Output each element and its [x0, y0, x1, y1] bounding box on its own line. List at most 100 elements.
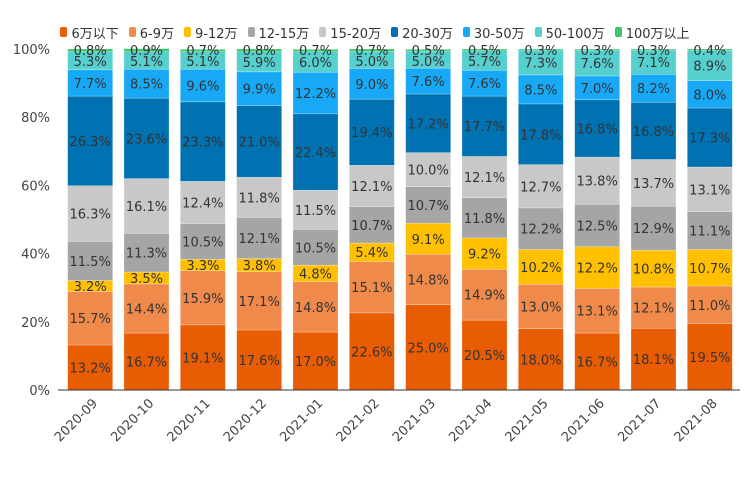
- y-tick-label: 80%: [21, 111, 50, 126]
- y-tick-label: 0%: [29, 384, 50, 399]
- legend-item[interactable]: 100万以上: [614, 23, 690, 42]
- bar-segment: [180, 223, 226, 260]
- bar-segment: [687, 323, 733, 391]
- data-label: 17.8%: [520, 128, 561, 143]
- data-label: 17.3%: [689, 131, 730, 146]
- data-label: 11.1%: [689, 225, 730, 240]
- data-label: 14.9%: [464, 289, 505, 304]
- data-label: 5.1%: [186, 55, 219, 70]
- bar-segment: [630, 48, 677, 51]
- data-label: 13.2%: [70, 361, 111, 376]
- bar-segment: [518, 207, 564, 250]
- bar-segment: [518, 74, 564, 105]
- bar-segment: [630, 286, 677, 329]
- data-label: 11.5%: [70, 255, 111, 270]
- data-label: 0.3%: [637, 44, 670, 59]
- legend-label: 50-100万: [545, 26, 605, 42]
- bar-segment: [405, 93, 451, 153]
- legend-label: 30-50万: [473, 26, 525, 42]
- data-label: 18.0%: [520, 353, 561, 368]
- data-label: 0.3%: [524, 44, 557, 59]
- data-label: 10.5%: [295, 241, 336, 256]
- data-label: 14.8%: [408, 274, 449, 289]
- legend-label: 15-20万: [330, 26, 382, 42]
- bar-segment: [180, 324, 226, 391]
- data-label: 0.7%: [299, 44, 332, 59]
- bar-segment: [687, 211, 733, 250]
- bar-segment: [518, 328, 564, 391]
- legend-swatch: [128, 27, 136, 37]
- bar-segment: [574, 156, 620, 205]
- data-label: 5.7%: [468, 55, 501, 70]
- data-label: 12.2%: [295, 87, 336, 102]
- legend-item[interactable]: 20-30万: [391, 23, 453, 42]
- legend-swatch: [462, 27, 470, 37]
- bar-segment: [630, 73, 677, 103]
- data-label: 0.9%: [130, 44, 163, 59]
- x-tick-label: 2021-01: [277, 396, 326, 445]
- x-tick-label: 2021-04: [446, 396, 495, 445]
- bar-segment: [349, 206, 395, 244]
- bar-segment: [687, 249, 733, 287]
- data-label: 23.3%: [182, 136, 223, 151]
- bar-segment: [236, 271, 282, 331]
- bar-segment: [574, 49, 620, 77]
- legend-item[interactable]: 6-9万: [128, 23, 174, 42]
- data-label: 17.1%: [239, 295, 280, 310]
- data-label: 8.5%: [524, 83, 557, 98]
- bar-segment: [461, 95, 508, 157]
- data-label: 10.5%: [182, 235, 223, 250]
- x-tick-label: 2021-03: [390, 396, 439, 445]
- data-label: 10.2%: [520, 261, 561, 276]
- data-label: 9.9%: [243, 83, 276, 98]
- bar-segment: [123, 68, 170, 99]
- bar-segment: [630, 328, 677, 391]
- bar-segment: [405, 67, 451, 95]
- y-tick-label: 40%: [21, 248, 50, 263]
- bar-segment: [687, 166, 733, 212]
- bar-segment: [349, 48, 395, 52]
- bar-segment: [405, 186, 451, 224]
- data-label: 16.3%: [70, 208, 111, 223]
- data-label: 0.8%: [74, 44, 107, 59]
- bar-segment: [236, 217, 282, 259]
- data-label: 17.6%: [239, 354, 280, 369]
- legend-item[interactable]: 15-20万: [319, 23, 381, 42]
- data-label: 5.1%: [130, 55, 163, 70]
- bar-segment: [461, 197, 508, 239]
- data-label: 0.5%: [468, 44, 501, 59]
- bar-segment: [67, 69, 113, 97]
- data-label: 9.1%: [412, 233, 445, 248]
- data-label: 10.8%: [633, 263, 674, 278]
- data-label: 10.7%: [351, 219, 392, 234]
- data-label: 19.4%: [351, 126, 392, 141]
- legend-item[interactable]: 6万以下: [60, 23, 119, 42]
- data-label: 26.3%: [70, 135, 111, 150]
- data-label: 23.6%: [126, 132, 167, 147]
- legend-swatch: [247, 27, 255, 37]
- bar-segment: [461, 69, 508, 97]
- legend-swatch: [534, 27, 542, 37]
- y-tick-label: 20%: [21, 316, 50, 331]
- legend-swatch: [184, 27, 191, 37]
- legend-swatch: [391, 27, 399, 37]
- bar-segment: [630, 159, 677, 207]
- bar-segment: [292, 49, 339, 52]
- legend-item[interactable]: 50-100万: [534, 23, 605, 42]
- bar-segment: [574, 288, 620, 334]
- bar-segment: [574, 99, 620, 158]
- legend-item[interactable]: 9-12万: [184, 23, 238, 42]
- bar-segment: [405, 223, 451, 255]
- bar-segment: [123, 332, 170, 391]
- bar-segment: [67, 48, 113, 52]
- data-label: 7.3%: [524, 56, 557, 71]
- legend-item[interactable]: 30-50万: [462, 23, 525, 42]
- bar-segment: [349, 68, 395, 100]
- data-label: 17.2%: [408, 117, 449, 132]
- bar-segment: [349, 312, 395, 391]
- y-tick-label: 60%: [21, 179, 50, 194]
- legend-item[interactable]: 12-15万: [247, 23, 309, 42]
- x-tick-label: 2021-07: [615, 396, 664, 445]
- data-label: 7.6%: [412, 75, 445, 90]
- bar-segment: [574, 203, 620, 248]
